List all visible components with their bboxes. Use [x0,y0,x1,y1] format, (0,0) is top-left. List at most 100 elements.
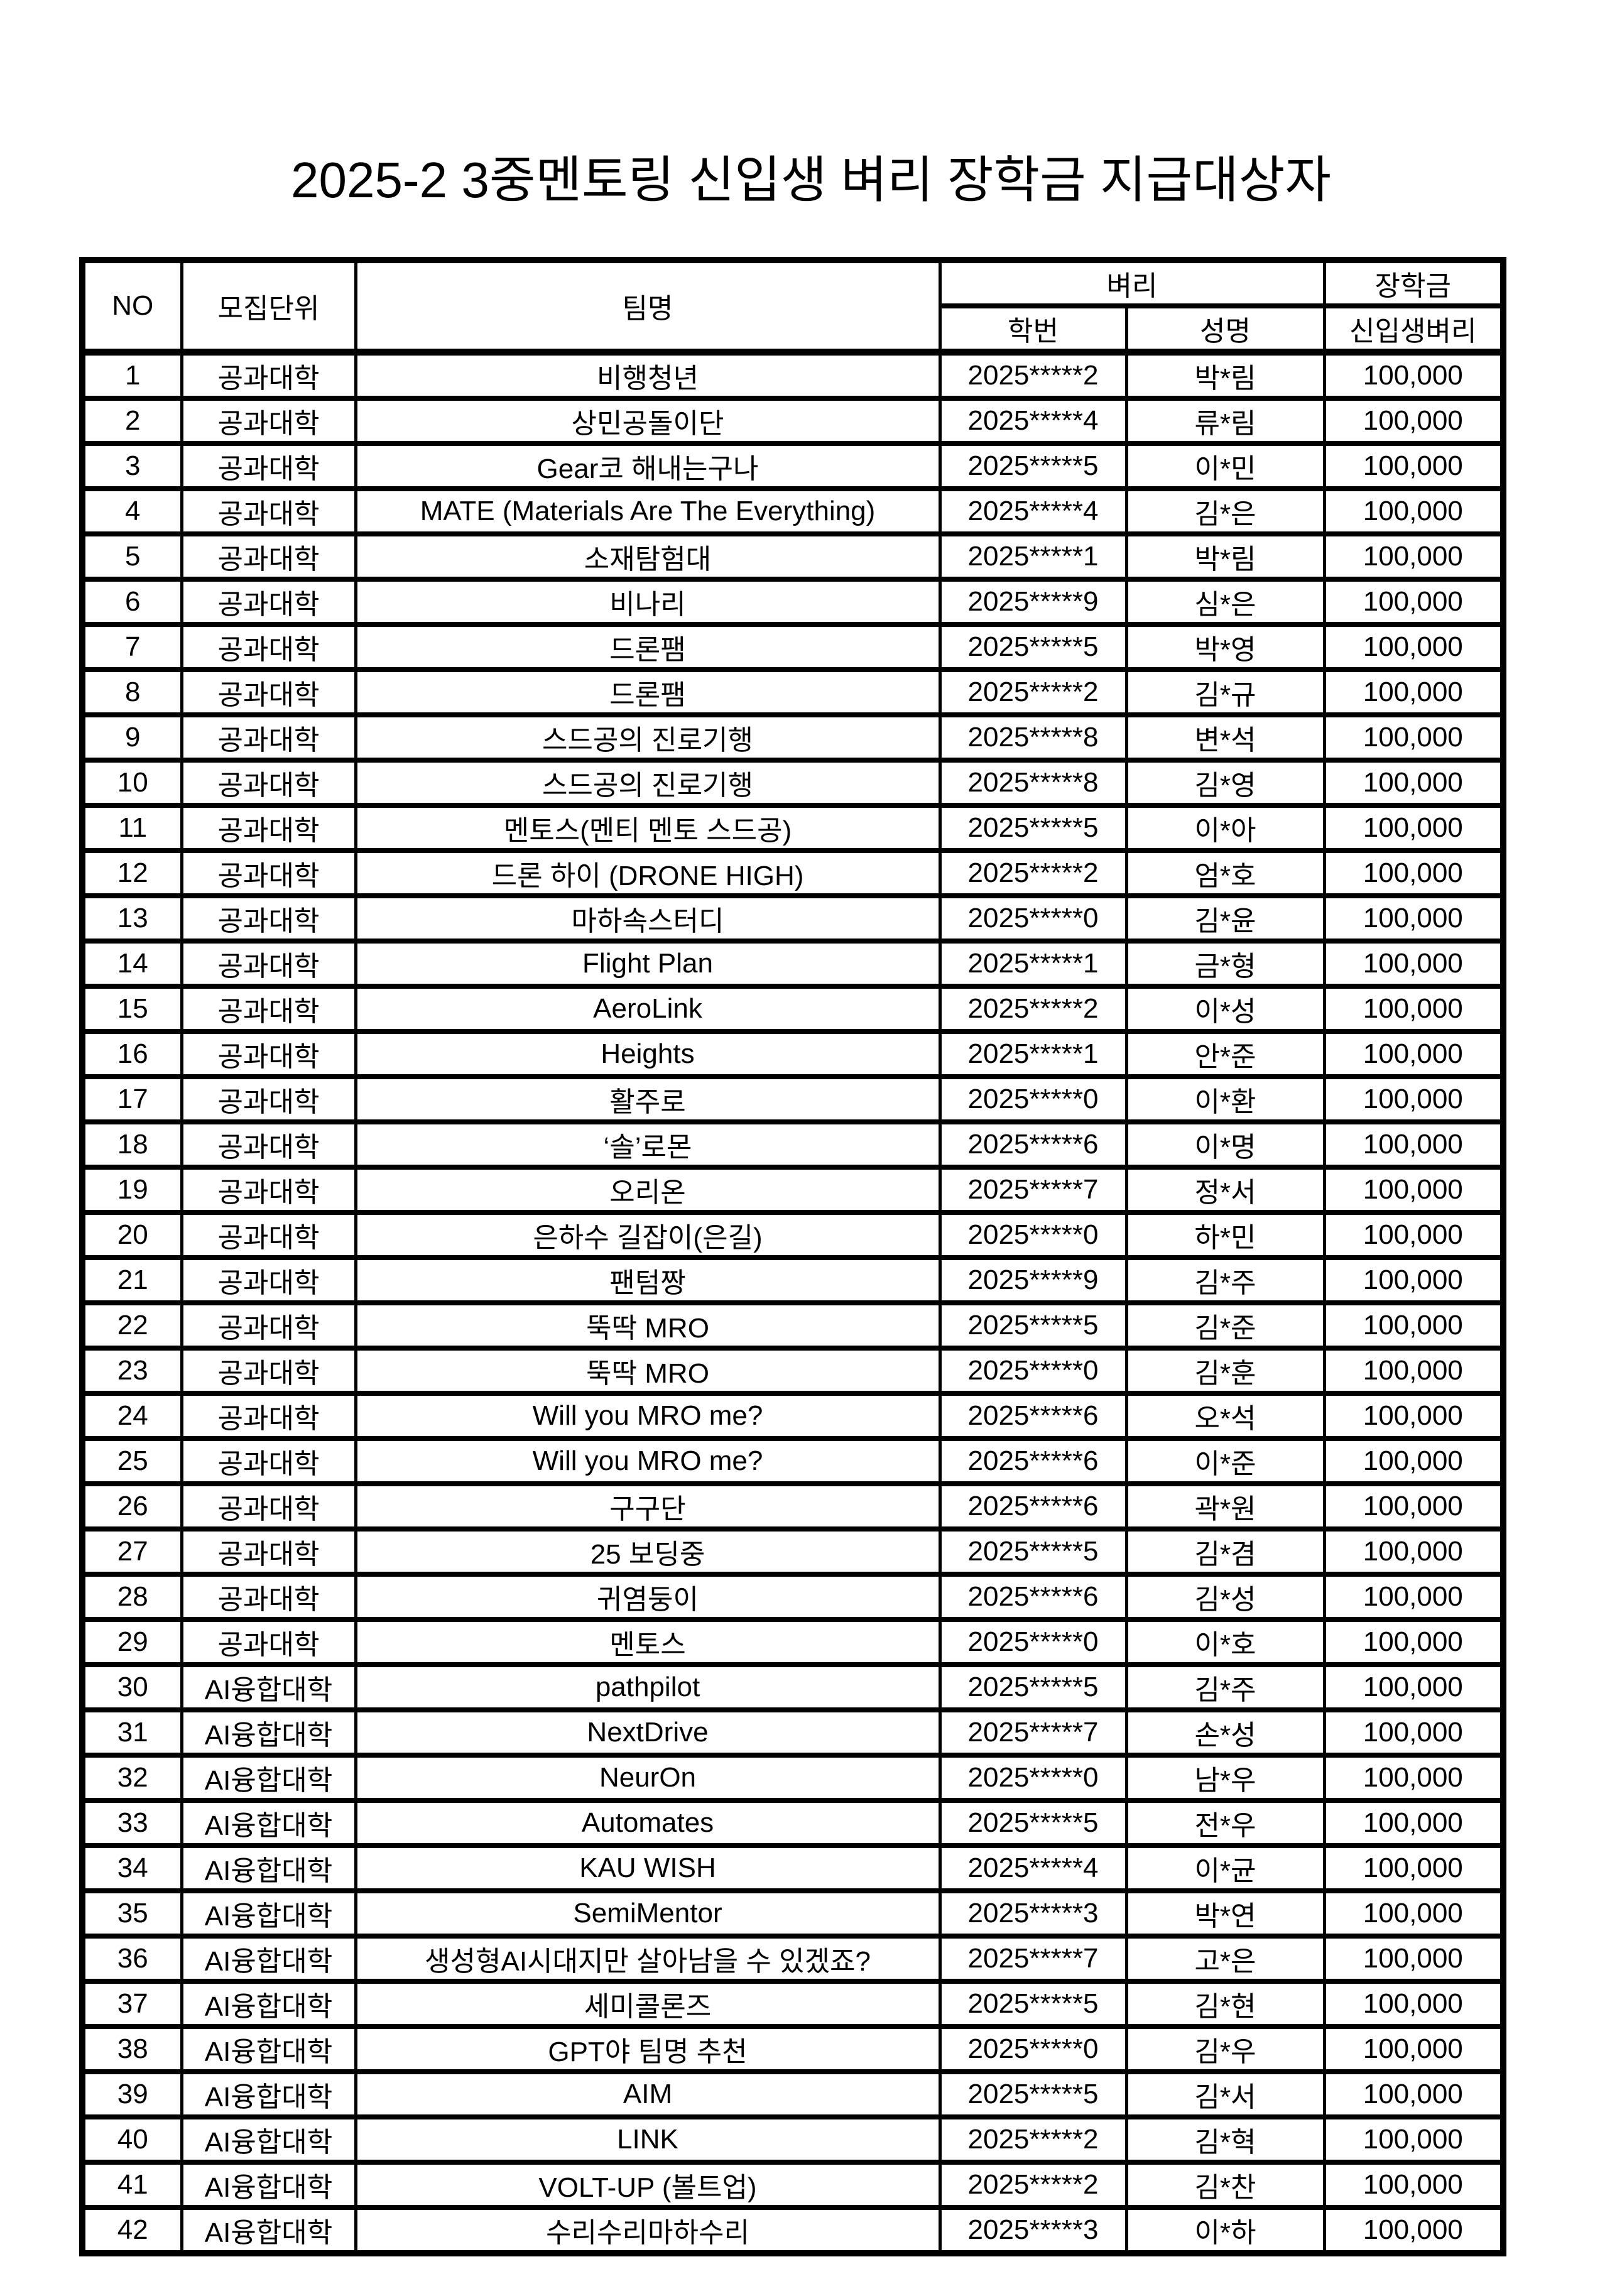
scholarship-table: NO 모집단위 팀명 벼리 장학금 학번 성명 신입생벼리 1 공과대학 비행청… [79,257,1506,2256]
cell-no: 16 [80,1029,183,1079]
cell-no: 32 [80,1753,183,1803]
cell-amount: 100,000 [1322,1798,1505,1848]
cell-no: 36 [80,1934,183,1984]
cell-name: 박*림 [1124,531,1326,582]
cell-unit: AI융합대학 [180,1798,357,1848]
cell-student-id: 2025*****8 [938,758,1128,808]
cell-team-name: AeroLink [354,984,942,1034]
cell-no: 3 [80,441,183,491]
cell-team-name: 세미콜론즈 [354,1979,942,2029]
cell-team-name: NextDrive [354,1707,942,1758]
cell-amount: 100,000 [1322,1526,1505,1577]
cell-unit: 공과대학 [180,531,357,582]
cell-student-id: 2025*****2 [938,2114,1128,2165]
cell-no: 27 [80,1526,183,1577]
table-row: 42 AI융합대학 수리수리마하수리 2025*****3 이*하 100,00… [80,2205,1505,2256]
cell-team-name: SemiMentor [354,1888,942,1939]
cell-name: 곽*원 [1124,1481,1326,1532]
cell-team-name: Will you MRO me? [354,1391,942,1441]
cell-student-id: 2025*****1 [938,531,1128,582]
cell-name: 김*혁 [1124,2114,1326,2165]
cell-amount: 100,000 [1322,531,1505,582]
cell-student-id: 2025*****7 [938,1707,1128,1758]
header-unit: 모집단위 [180,258,357,356]
cell-no: 7 [80,622,183,672]
cell-student-id: 2025*****1 [938,939,1128,989]
cell-amount: 100,000 [1322,848,1505,898]
cell-unit: 공과대학 [180,712,357,763]
cell-name: 김*주 [1124,1255,1326,1305]
cell-team-name: GPT야 팀명 추천 [354,2024,942,2074]
cell-name: 김*겸 [1124,1526,1326,1577]
cell-no: 23 [80,1346,183,1396]
cell-no: 18 [80,1119,183,1170]
cell-name: 박*영 [1124,622,1326,672]
table-row: 30 AI융합대학 pathpilot 2025*****5 김*주 100,0… [80,1662,1505,1712]
table-row: 35 AI융합대학 SemiMentor 2025*****3 박*연 100,… [80,1888,1505,1939]
header-student-id: 학번 [938,303,1128,356]
cell-student-id: 2025*****5 [938,1979,1128,2029]
cell-no: 28 [80,1572,183,1622]
table-row: 18 공과대학 ‘솔’로몬 2025*****6 이*명 100,000 [80,1119,1505,1170]
cell-name: 김*규 [1124,667,1326,717]
cell-student-id: 2025*****0 [938,1346,1128,1396]
cell-name: 박*연 [1124,1888,1326,1939]
cell-unit: AI융합대학 [180,1707,357,1758]
cell-name: 박*림 [1124,349,1326,401]
header-scholarship-sub: 신입생벼리 [1322,303,1505,356]
cell-amount: 100,000 [1322,2160,1505,2210]
cell-team-name: 스드공의 진로기행 [354,758,942,808]
header-byeori-group: 벼리 [938,258,1326,308]
cell-unit: 공과대학 [180,848,357,898]
table-row: 2 공과대학 상민공돌이단 2025*****4 류*림 100,000 [80,396,1505,446]
cell-unit: AI융합대학 [180,2024,357,2074]
cell-student-id: 2025*****0 [938,2024,1128,2074]
header-no: NO [80,258,183,356]
cell-unit: 공과대학 [180,1572,357,1622]
cell-no: 30 [80,1662,183,1712]
cell-team-name: 비행청년 [354,349,942,401]
cell-name: 안*준 [1124,1029,1326,1079]
table-row: 17 공과대학 활주로 2025*****0 이*환 100,000 [80,1074,1505,1124]
cell-unit: 공과대학 [180,939,357,989]
cell-amount: 100,000 [1322,939,1505,989]
cell-team-name: 뚝딱 MRO [354,1300,942,1351]
cell-student-id: 2025*****9 [938,577,1128,627]
cell-no: 22 [80,1300,183,1351]
cell-no: 2 [80,396,183,446]
cell-amount: 100,000 [1322,1346,1505,1396]
cell-name: 변*석 [1124,712,1326,763]
cell-unit: AI융합대학 [180,2114,357,2165]
cell-amount: 100,000 [1322,712,1505,763]
cell-name: 류*림 [1124,396,1326,446]
cell-name: 김*현 [1124,1979,1326,2029]
cell-no: 11 [80,803,183,853]
cell-team-name: 드론팸 [354,667,942,717]
cell-team-name: 뚝딱 MRO [354,1346,942,1396]
cell-team-name: NeurOn [354,1753,942,1803]
cell-amount: 100,000 [1322,1843,1505,1893]
table-row: 36 AI융합대학 생성형AI시대지만 살아남을 수 있겠죠? 2025****… [80,1934,1505,1984]
cell-unit: AI융합대학 [180,1934,357,1984]
cell-amount: 100,000 [1322,667,1505,717]
cell-name: 이*하 [1124,2205,1326,2256]
cell-unit: 공과대학 [180,577,357,627]
cell-name: 이*환 [1124,1074,1326,1124]
cell-name: 이*성 [1124,984,1326,1034]
cell-team-name: 수리수리마하수리 [354,2205,942,2256]
cell-unit: 공과대학 [180,1029,357,1079]
cell-unit: 공과대학 [180,486,357,536]
cell-amount: 100,000 [1322,1074,1505,1124]
cell-unit: AI융합대학 [180,2069,357,2119]
cell-no: 40 [80,2114,183,2165]
cell-unit: AI융합대학 [180,2205,357,2256]
cell-team-name: Gear코 해내는구나 [354,441,942,491]
cell-unit: 공과대학 [180,803,357,853]
cell-no: 15 [80,984,183,1034]
cell-team-name: LINK [354,2114,942,2165]
cell-name: 김*우 [1124,2024,1326,2074]
cell-amount: 100,000 [1322,1617,1505,1667]
table-row: 14 공과대학 Flight Plan 2025*****1 금*형 100,0… [80,939,1505,989]
cell-team-name: 드론 하이 (DRONE HIGH) [354,848,942,898]
